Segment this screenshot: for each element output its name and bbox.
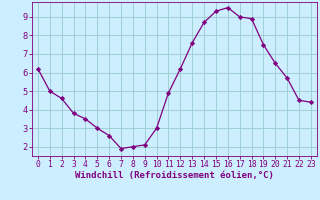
X-axis label: Windchill (Refroidissement éolien,°C): Windchill (Refroidissement éolien,°C) xyxy=(75,171,274,180)
